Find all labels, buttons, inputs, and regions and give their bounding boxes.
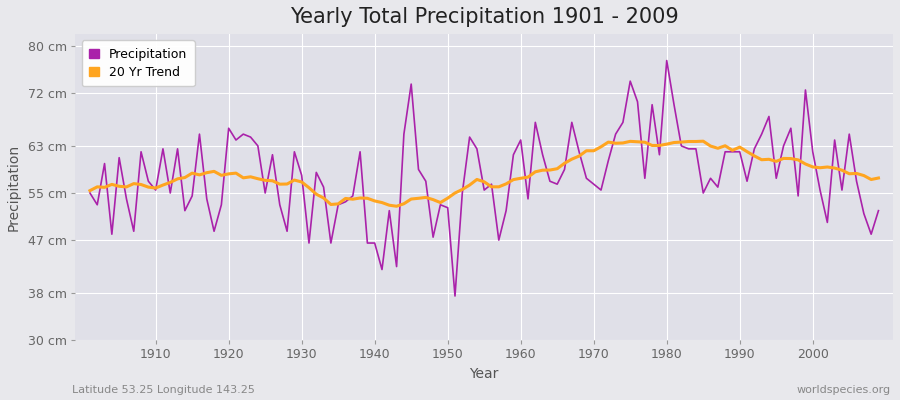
- Title: Yearly Total Precipitation 1901 - 2009: Yearly Total Precipitation 1901 - 2009: [290, 7, 679, 27]
- Legend: Precipitation, 20 Yr Trend: Precipitation, 20 Yr Trend: [82, 40, 194, 86]
- Text: worldspecies.org: worldspecies.org: [796, 385, 891, 395]
- X-axis label: Year: Year: [470, 367, 499, 381]
- Text: Latitude 53.25 Longitude 143.25: Latitude 53.25 Longitude 143.25: [72, 385, 255, 395]
- Y-axis label: Precipitation: Precipitation: [7, 144, 21, 231]
